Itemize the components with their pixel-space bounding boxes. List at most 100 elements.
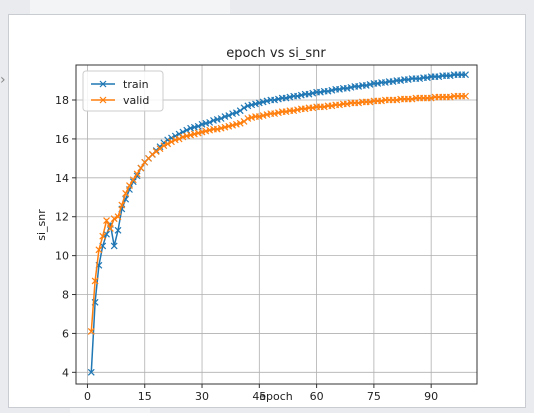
data-point-train: [183, 126, 191, 134]
x-tick-label: 15: [138, 390, 152, 403]
legend-label-train: train: [123, 78, 149, 91]
marker-stroke: [206, 118, 214, 126]
marker-stroke: [91, 277, 99, 285]
data-point-valid: [156, 145, 164, 153]
line-chart: 0 15 30 45 60 75 90 4 6 8 10 12 14 16 18 epoch vs si_…: [35, 46, 478, 403]
data-point-valid: [95, 246, 103, 254]
y-tick-label: 8: [62, 289, 69, 302]
legend: train valid: [82, 70, 164, 112]
marker-stroke: [87, 328, 95, 335]
marker-stroke: [133, 170, 141, 178]
x-tick-label: 30: [195, 390, 209, 403]
legend-label-valid: valid: [123, 94, 149, 107]
plot-background: [76, 65, 477, 384]
marker-stroke: [236, 107, 244, 115]
data-point-valid: [152, 148, 160, 155]
data-point-train: [103, 230, 110, 238]
marker-stroke: [160, 142, 168, 150]
marker-stroke: [175, 130, 183, 138]
marker-stroke: [175, 135, 183, 143]
data-point-train: [462, 71, 469, 79]
data-point-train: [232, 109, 240, 117]
marker-stroke: [183, 126, 191, 134]
marker-stroke: [148, 151, 156, 158]
marker-stroke: [126, 182, 133, 190]
marker-stroke: [114, 213, 122, 221]
marker-stroke: [103, 217, 110, 225]
y-tick-label: 16: [55, 133, 69, 146]
marker-stroke: [164, 140, 172, 148]
y-tick-label: 6: [62, 327, 69, 340]
y-axis-label: si_snr: [35, 209, 48, 241]
data-point-train: [206, 118, 214, 126]
x-tick-label: 75: [367, 390, 381, 403]
data-point-valid: [106, 224, 114, 232]
chart-figure: 0 15 30 45 60 75 90 4 6 8 10 12 14 16 18 epoch vs si_…: [8, 14, 526, 408]
chart-title: epoch vs si_snr: [226, 46, 326, 61]
data-point-valid: [122, 189, 130, 197]
marker-stroke: [106, 224, 114, 232]
data-point-valid: [462, 92, 469, 100]
data-point-valid: [168, 138, 175, 146]
marker-stroke: [118, 201, 126, 209]
data-point-valid: [87, 328, 95, 335]
data-point-valid: [129, 176, 137, 184]
marker-stroke: [122, 189, 130, 197]
data-point-valid: [118, 201, 126, 209]
x-tick-label: 0: [84, 390, 91, 403]
data-point-valid: [137, 164, 145, 172]
y-axis: 4 6 8 10 12 14 16 18: [55, 94, 76, 379]
marker-stroke: [137, 164, 145, 172]
marker-stroke: [160, 139, 168, 147]
x-tick-label: 90: [424, 390, 438, 403]
chevron-right-icon[interactable]: ›: [0, 72, 6, 88]
series-layer: [87, 71, 469, 376]
data-point-train: [114, 226, 122, 234]
y-tick-label: 14: [55, 172, 69, 185]
y-tick-label: 4: [62, 366, 69, 379]
data-point-valid: [240, 117, 248, 125]
x-axis: 0 15 30 45 60 75 90: [84, 384, 438, 403]
y-tick-label: 10: [55, 250, 69, 263]
data-point-valid: [99, 232, 107, 240]
marker-stroke: [179, 128, 187, 136]
marker-stroke: [103, 230, 110, 238]
data-point-valid: [114, 213, 122, 221]
x-axis-label: epoch: [259, 390, 293, 403]
marker-stroke: [236, 119, 244, 127]
data-point-valid: [91, 277, 99, 285]
marker-stroke: [168, 138, 175, 146]
data-point-valid: [164, 140, 172, 148]
data-point-valid: [133, 170, 141, 178]
data-point-train: [175, 130, 183, 138]
x-tick-label: 60: [310, 390, 324, 403]
marker-stroke: [240, 104, 248, 112]
marker-stroke: [110, 215, 118, 223]
data-point-train: [217, 115, 225, 122]
data-point-train: [194, 122, 202, 130]
data-point-valid: [110, 215, 118, 223]
marker-stroke: [225, 112, 233, 119]
marker-stroke: [87, 368, 95, 376]
marker-stroke: [95, 246, 103, 254]
y-tick-label: 18: [55, 94, 69, 107]
legend-marker: [99, 96, 107, 104]
marker-stroke: [156, 145, 164, 153]
marker-stroke: [232, 109, 240, 117]
marker-stroke: [194, 122, 202, 130]
y-tick-label: 12: [55, 211, 69, 224]
marker-stroke: [129, 176, 137, 184]
data-point-valid: [126, 182, 133, 190]
data-point-valid: [160, 142, 168, 150]
x-tick-label: 45: [252, 390, 266, 403]
marker-stroke: [462, 92, 469, 100]
data-point-valid: [236, 119, 244, 127]
marker-stroke: [217, 115, 225, 122]
data-point-train: [240, 104, 248, 112]
marker-stroke: [99, 232, 107, 240]
marker-stroke: [240, 117, 248, 125]
data-point-train: [236, 107, 244, 115]
top-toolbar-strip: [30, 0, 230, 14]
bottom-toolbar-strip: [70, 404, 150, 413]
legend-marker: [99, 80, 107, 88]
